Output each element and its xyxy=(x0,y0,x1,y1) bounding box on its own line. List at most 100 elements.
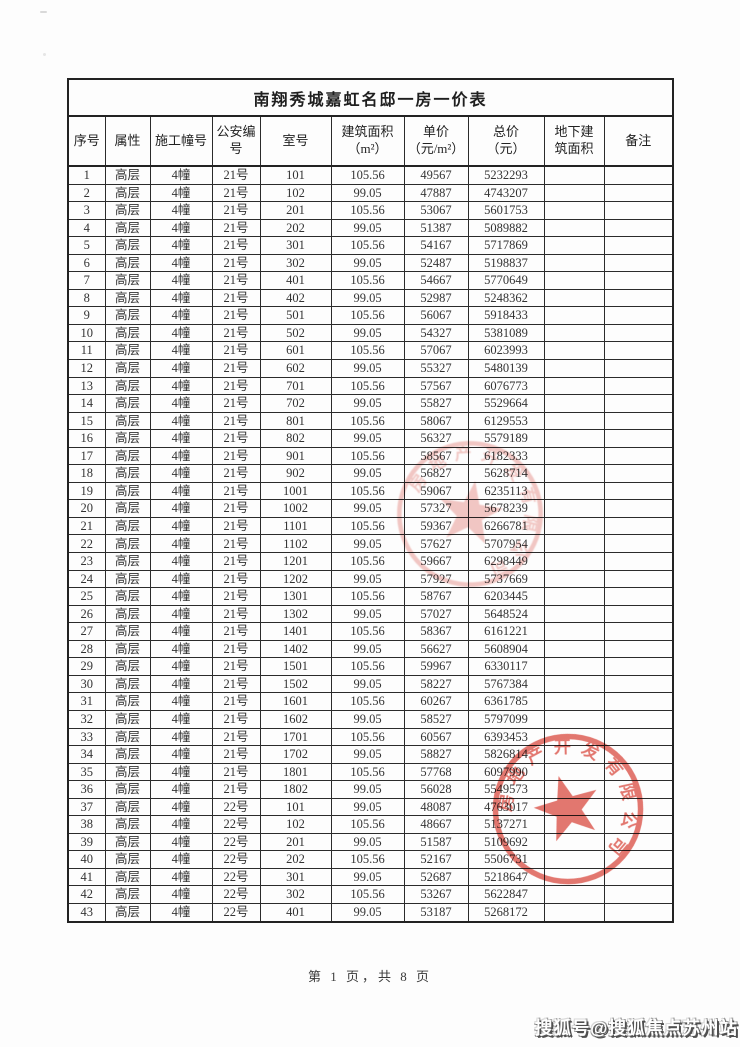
table-cell: 高层 xyxy=(104,201,151,220)
table-cell: 9 xyxy=(67,306,106,325)
table-cell: 21号 xyxy=(211,481,261,501)
table-cell: 5918433 xyxy=(467,306,545,325)
table-cell: 102 xyxy=(259,183,332,203)
table-cell: 21号 xyxy=(211,429,261,448)
table-cell: 18 xyxy=(67,464,106,483)
table-cell xyxy=(543,534,605,554)
table-cell: 52167 xyxy=(403,850,469,869)
table-cell: 22号 xyxy=(211,867,261,887)
table-cell: 21号 xyxy=(211,376,261,396)
table-cell xyxy=(603,253,674,273)
table-cell: 4743207 xyxy=(467,183,545,203)
table-cell: 60567 xyxy=(403,727,469,747)
table-cell: 高层 xyxy=(104,902,151,923)
table-cell xyxy=(603,288,674,308)
table-cell: 99.05 xyxy=(330,780,405,799)
table-cell: 202 xyxy=(259,218,332,238)
table-cell: 5137271 xyxy=(467,815,545,834)
table-cell xyxy=(603,639,674,659)
table-cell xyxy=(603,516,674,536)
table-row: 31 高层 4幢 21号 1601 105.56 60267 6361785 xyxy=(67,692,674,711)
scan-artifact xyxy=(40,11,47,13)
table-cell xyxy=(543,709,605,729)
table-cell xyxy=(543,446,605,466)
table-cell xyxy=(543,587,605,606)
table-cell xyxy=(543,306,605,325)
table-cell: 6298449 xyxy=(467,552,545,571)
table-cell xyxy=(543,727,605,747)
table-cell: 8 xyxy=(67,288,106,308)
table-cell: 21号 xyxy=(211,692,261,711)
table-cell: 高层 xyxy=(104,534,151,554)
table-cell xyxy=(603,709,674,729)
table-cell xyxy=(603,429,674,448)
table-cell: 56627 xyxy=(403,639,469,659)
table-cell xyxy=(543,815,605,834)
table-cell: 59067 xyxy=(403,481,469,501)
table-cell: 21号 xyxy=(211,622,261,641)
table-cell: 1201 xyxy=(259,552,332,571)
table-row: 42 高层 4幢 22号 302 105.56 53267 5622847 xyxy=(67,885,674,904)
table-cell xyxy=(543,165,605,185)
table-cell xyxy=(603,885,674,904)
table-cell: 302 xyxy=(259,253,332,273)
table-cell: 1401 xyxy=(259,622,332,641)
table-cell: 105.56 xyxy=(330,850,405,869)
table-cell: 4幢 xyxy=(149,762,213,782)
table-cell: 16 xyxy=(67,429,106,448)
table-cell: 5529664 xyxy=(467,394,545,413)
table-cell: 高层 xyxy=(104,867,151,887)
table-cell: 14 xyxy=(67,394,106,413)
table-cell: 高层 xyxy=(104,306,151,325)
table-cell xyxy=(543,780,605,799)
table-cell: 高层 xyxy=(104,323,151,343)
table-cell: 21号 xyxy=(211,288,261,308)
table-cell: 21号 xyxy=(211,569,261,589)
table-cell: 高层 xyxy=(104,359,151,378)
table-cell: 99.05 xyxy=(330,288,405,308)
table-cell: 6129553 xyxy=(467,411,545,431)
table-cell: 4幢 xyxy=(149,709,213,729)
table-cell: 5579189 xyxy=(467,429,545,448)
table-cell: 301 xyxy=(259,867,332,887)
table-cell xyxy=(603,218,674,238)
table-cell: 99.05 xyxy=(330,674,405,694)
table-row: 11 高层 4幢 21号 601 105.56 57067 6023993 xyxy=(67,341,674,361)
table-cell: 21号 xyxy=(211,674,261,694)
table-cell: 6203445 xyxy=(467,587,545,606)
table-cell: 47887 xyxy=(403,183,469,203)
table-cell xyxy=(543,411,605,431)
table-cell: 35 xyxy=(67,762,106,782)
table-cell xyxy=(603,376,674,396)
table-cell: 4幢 xyxy=(149,218,213,238)
table-cell: 22号 xyxy=(211,815,261,834)
table-cell: 105.56 xyxy=(330,411,405,431)
table-cell xyxy=(543,481,605,501)
table-cell: 54667 xyxy=(403,271,469,290)
table-cell: 57027 xyxy=(403,604,469,624)
table-cell: 5232293 xyxy=(467,165,545,185)
column-header-8: 地下建 筑面积 xyxy=(543,115,605,167)
table-cell: 21号 xyxy=(211,657,261,676)
table-row: 22 高层 4幢 21号 1102 99.05 57627 5707954 xyxy=(67,534,674,554)
table-cell: 5109692 xyxy=(467,832,545,852)
table-cell xyxy=(543,657,605,676)
table-cell: 21号 xyxy=(211,709,261,729)
table-cell: 59667 xyxy=(403,552,469,571)
table-cell: 高层 xyxy=(104,183,151,203)
table-cell: 99.05 xyxy=(330,218,405,238)
table-cell: 21号 xyxy=(211,359,261,378)
table-cell: 51387 xyxy=(403,218,469,238)
table-cell: 99.05 xyxy=(330,569,405,589)
table-cell: 52687 xyxy=(403,867,469,887)
table-cell xyxy=(543,745,605,764)
column-header-3: 公安编 号 xyxy=(211,115,261,167)
table-cell: 22号 xyxy=(211,885,261,904)
column-header-1: 属性 xyxy=(104,115,151,167)
table-cell xyxy=(543,622,605,641)
table-cell: 4幢 xyxy=(149,727,213,747)
table-cell: 37 xyxy=(67,797,106,817)
table-cell: 21号 xyxy=(211,183,261,203)
column-header-2: 施工幢号 xyxy=(149,115,213,167)
table-row: 2 高层 4幢 21号 102 99.05 47887 4743207 xyxy=(67,183,674,203)
